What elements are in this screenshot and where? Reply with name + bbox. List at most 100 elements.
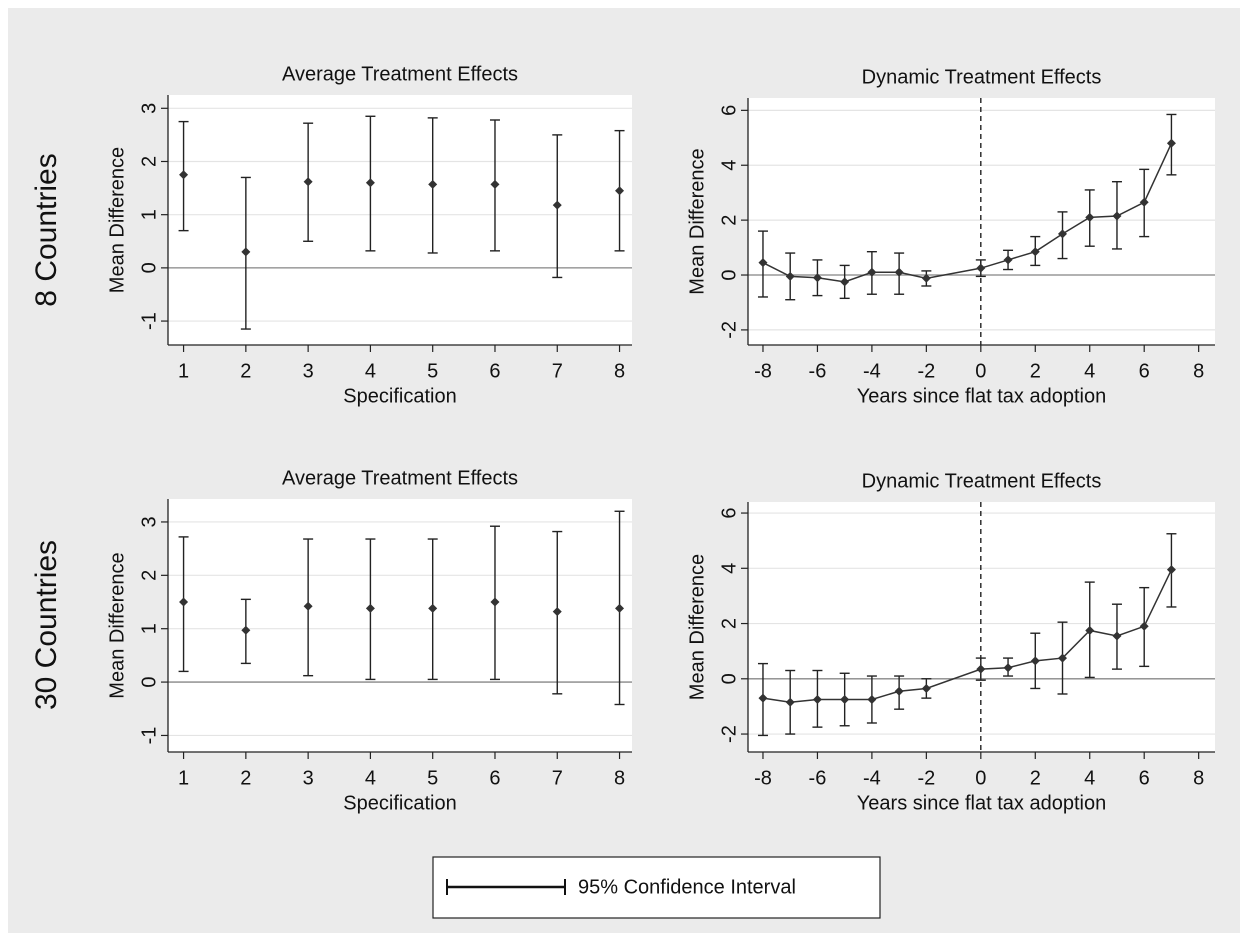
x-tick-label: 6 bbox=[489, 360, 500, 382]
x-tick-label: -8 bbox=[754, 360, 772, 382]
y-tick-label: 2 bbox=[138, 570, 160, 581]
point bbox=[1085, 212, 1095, 222]
point bbox=[758, 258, 768, 268]
point bbox=[303, 601, 313, 611]
point bbox=[1003, 255, 1013, 265]
x-axis-label: Years since flat tax adoption bbox=[857, 792, 1106, 814]
point bbox=[1139, 621, 1149, 631]
x-tick-label: -4 bbox=[863, 767, 881, 789]
point bbox=[428, 179, 438, 189]
y-tick-label: 3 bbox=[138, 516, 160, 527]
y-axis-label: Mean Difference bbox=[106, 147, 128, 293]
x-tick-label: 8 bbox=[1193, 360, 1204, 382]
x-tick-label: 4 bbox=[365, 360, 376, 382]
y-tick-label: 2 bbox=[138, 156, 160, 167]
y-tick-label: 3 bbox=[138, 103, 160, 114]
x-tick-label: 8 bbox=[1193, 767, 1204, 789]
y-tick-label: 4 bbox=[718, 160, 740, 171]
x-tick-label: -2 bbox=[917, 360, 935, 382]
point bbox=[976, 664, 986, 674]
x-tick-label: 1 bbox=[178, 767, 189, 789]
plot-area bbox=[748, 502, 1215, 752]
chart-title: Dynamic Treatment Effects bbox=[862, 66, 1102, 88]
x-tick-label: 0 bbox=[975, 767, 986, 789]
x-axis-label: Specification bbox=[343, 792, 456, 814]
y-tick-label: 2 bbox=[718, 215, 740, 226]
x-tick-label: 7 bbox=[552, 360, 563, 382]
point bbox=[615, 186, 625, 196]
point bbox=[1058, 653, 1068, 663]
x-tick-label: 7 bbox=[552, 767, 563, 789]
point bbox=[490, 179, 500, 189]
y-tick-label: -1 bbox=[138, 727, 160, 745]
y-tick-label: -2 bbox=[718, 321, 740, 339]
x-tick-label: 6 bbox=[489, 767, 500, 789]
point bbox=[1030, 656, 1040, 666]
point bbox=[428, 603, 438, 613]
point bbox=[179, 597, 189, 607]
point bbox=[840, 695, 850, 705]
point bbox=[921, 273, 931, 283]
point bbox=[1112, 631, 1122, 641]
point bbox=[1166, 565, 1176, 575]
point bbox=[241, 625, 251, 635]
y-tick-label: 0 bbox=[138, 677, 160, 688]
point bbox=[894, 267, 904, 277]
y-tick-label: -1 bbox=[138, 312, 160, 330]
row-label: 30 Countries bbox=[30, 540, 63, 710]
y-axis-label: Mean Difference bbox=[106, 552, 128, 698]
x-tick-label: 3 bbox=[303, 360, 314, 382]
y-axis-label: Mean Difference bbox=[686, 554, 708, 700]
x-tick-label: 2 bbox=[240, 360, 251, 382]
x-tick-label: 2 bbox=[240, 767, 251, 789]
x-tick-label: 4 bbox=[365, 767, 376, 789]
point bbox=[785, 271, 795, 281]
point bbox=[894, 686, 904, 696]
point bbox=[615, 603, 625, 613]
row-label: 8 Countries bbox=[30, 153, 63, 306]
x-tick-label: 4 bbox=[1084, 767, 1095, 789]
x-tick-label: -6 bbox=[809, 360, 827, 382]
y-tick-label: 0 bbox=[718, 673, 740, 684]
point bbox=[1112, 211, 1122, 221]
x-axis-label: Specification bbox=[343, 385, 456, 407]
plot-area bbox=[168, 499, 632, 752]
y-tick-label: 1 bbox=[138, 209, 160, 220]
point bbox=[1030, 247, 1040, 257]
point bbox=[1166, 138, 1176, 148]
x-tick-label: 6 bbox=[1139, 360, 1150, 382]
point bbox=[1058, 229, 1068, 239]
point bbox=[976, 263, 986, 273]
x-tick-label: 1 bbox=[178, 360, 189, 382]
legend-label: 95% Confidence Interval bbox=[578, 876, 796, 898]
y-axis-label: Mean Difference bbox=[686, 148, 708, 294]
x-tick-label: -6 bbox=[809, 767, 827, 789]
x-tick-label: 8 bbox=[614, 360, 625, 382]
y-tick-label: 0 bbox=[138, 262, 160, 273]
point bbox=[552, 200, 562, 210]
point bbox=[785, 697, 795, 707]
x-tick-label: 0 bbox=[975, 360, 986, 382]
point bbox=[758, 693, 768, 703]
point bbox=[1003, 663, 1013, 673]
x-tick-label: 4 bbox=[1084, 360, 1095, 382]
point bbox=[552, 607, 562, 617]
point bbox=[867, 267, 877, 277]
y-tick-label: 6 bbox=[718, 507, 740, 518]
point bbox=[303, 177, 313, 187]
point bbox=[867, 695, 877, 705]
point bbox=[365, 178, 375, 188]
y-tick-label: 1 bbox=[138, 623, 160, 634]
x-tick-label: 5 bbox=[427, 767, 438, 789]
x-tick-label: 6 bbox=[1139, 767, 1150, 789]
x-tick-label: 8 bbox=[614, 767, 625, 789]
plot-area bbox=[168, 95, 632, 345]
y-tick-label: 2 bbox=[718, 618, 740, 629]
point bbox=[365, 603, 375, 613]
x-tick-label: 3 bbox=[303, 767, 314, 789]
x-tick-label: 2 bbox=[1030, 767, 1041, 789]
x-tick-label: 5 bbox=[427, 360, 438, 382]
chart-title: Dynamic Treatment Effects bbox=[862, 470, 1102, 492]
